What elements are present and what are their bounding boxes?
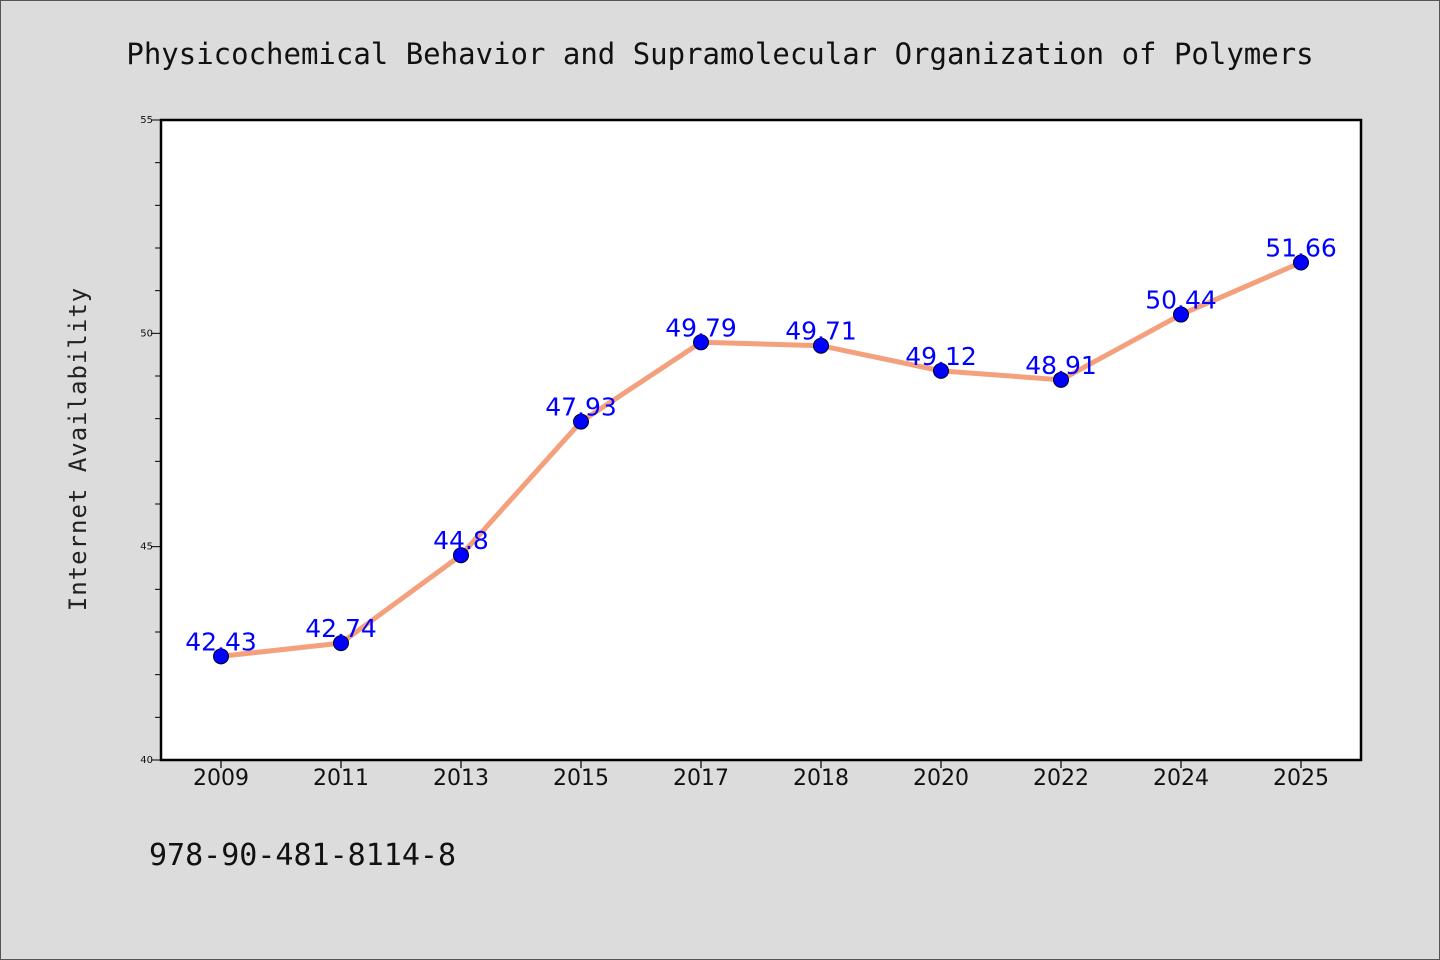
- data-point-marker: [1053, 371, 1069, 388]
- plot-border: [159, 118, 1363, 762]
- data-point-marker: [573, 413, 589, 430]
- data-label: 49.71: [785, 317, 857, 346]
- y-tick-label: 40: [140, 755, 153, 766]
- x-tick-label: 2011: [313, 766, 369, 791]
- x-tick-label: 2020: [913, 766, 969, 791]
- chart-title: Physicochemical Behavior and Supramolecu…: [126, 37, 1313, 71]
- data-point-marker: [213, 648, 229, 665]
- data-point-marker: [333, 635, 349, 652]
- data-label: 49.12: [905, 342, 977, 371]
- data-point-marker: [693, 334, 709, 351]
- x-tick-label: 2025: [1273, 766, 1329, 791]
- x-tick-label: 2024: [1153, 766, 1209, 791]
- x-tick-label: 2009: [193, 766, 249, 791]
- data-label: 48.91: [1025, 351, 1097, 380]
- data-point-marker: [933, 362, 949, 379]
- x-tick-label: 2017: [673, 766, 729, 791]
- data-point-marker: [1173, 306, 1189, 323]
- data-label: 44.8: [433, 526, 489, 555]
- y-tick-label: 55: [140, 115, 153, 126]
- x-tick-label: 2015: [553, 766, 609, 791]
- data-label: 42.43: [185, 627, 257, 656]
- y-axis-label: Internet Availability: [64, 287, 92, 611]
- data-label: 51.66: [1265, 234, 1337, 263]
- data-point-marker: [813, 337, 829, 354]
- series-layer: 42.43 42.74 44.8 47.93 49.79 49.71 49.12 48.91 5…: [185, 234, 1337, 665]
- data-point-marker: [1293, 254, 1309, 271]
- footnote-isbn: 978-90-481-8114-8: [149, 838, 456, 873]
- plot-area: [161, 120, 1361, 760]
- y-tick-label: 45: [140, 542, 153, 553]
- y-tick-label: 50: [140, 328, 153, 339]
- x-tick-label: 2013: [433, 766, 489, 791]
- x-tick-label: 2018: [793, 766, 849, 791]
- data-point-marker: [453, 547, 469, 564]
- data-label: 50.44: [1145, 286, 1217, 315]
- data-label: 47.93: [545, 393, 617, 422]
- axis-ticks: 40 45 50 55 2009 2011 2013 2015 2017 2018 2020 2022…: [140, 115, 1329, 791]
- data-label: 42.74: [305, 614, 377, 643]
- x-tick-label: 2022: [1033, 766, 1089, 791]
- data-label: 49.79: [665, 313, 737, 342]
- series-line: [218, 260, 1304, 659]
